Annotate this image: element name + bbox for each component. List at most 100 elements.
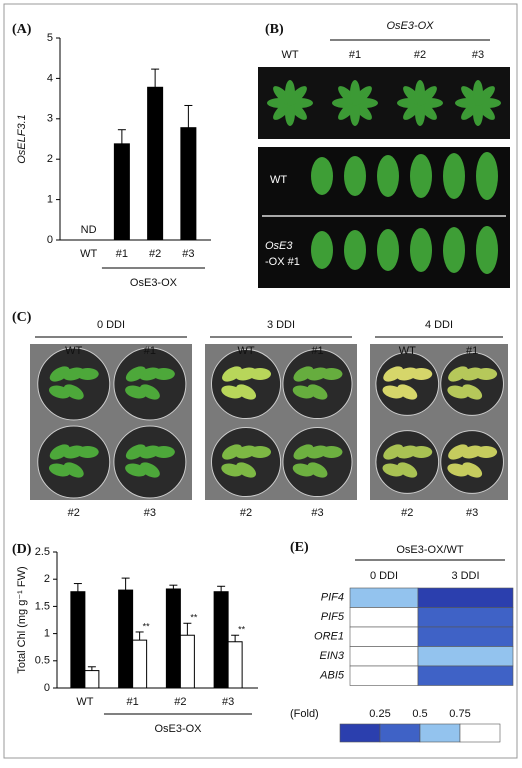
x-tick-label: #2 [174, 696, 186, 708]
well [210, 426, 282, 498]
well [375, 352, 440, 416]
leaf [320, 368, 343, 380]
group-label: OsE3-OX [130, 277, 178, 289]
colorbar-label: (Fold) [290, 708, 319, 720]
well [37, 425, 111, 499]
leaf [236, 462, 257, 478]
plate-label: #1 [466, 345, 478, 357]
leaf [76, 368, 99, 380]
leaf [152, 368, 175, 380]
leaf [377, 155, 399, 197]
leaf [377, 229, 399, 271]
leaf [236, 384, 257, 400]
bar [118, 589, 134, 689]
row-label: ABI5 [319, 670, 345, 682]
leaf [397, 384, 418, 400]
significance: ** [143, 621, 151, 631]
x-tick-label: #3 [182, 248, 194, 260]
bar [84, 670, 100, 689]
heatmap-cell [349, 665, 419, 686]
significance: ** [238, 625, 246, 635]
leaf [475, 446, 498, 458]
row-label: ORE1 [314, 631, 344, 643]
bar [180, 127, 197, 241]
well [113, 425, 187, 499]
x-tick-label: WT [80, 248, 97, 260]
photo-label: #1 [349, 49, 361, 61]
leaf [63, 384, 84, 400]
y-axis-label: Total Chl (mg g⁻¹ FW) [16, 566, 28, 673]
leaf [311, 231, 333, 269]
colorbar-tick-label: 0.75 [449, 708, 470, 720]
row-label: OsE3 [265, 240, 293, 252]
heatmap-cell [417, 646, 514, 667]
x-tick-label: #3 [222, 696, 234, 708]
leaf [476, 226, 498, 274]
well [113, 347, 187, 421]
y-axis-label: OsELF3.1 [16, 114, 28, 164]
well [37, 347, 111, 421]
y-tick-label: 0.5 [35, 655, 50, 667]
plate-title: 3 DDI [267, 319, 295, 331]
leaf [410, 228, 432, 272]
row-label: -OX #1 [265, 256, 300, 268]
plate-label: WT [399, 345, 416, 357]
y-tick-label: 5 [47, 32, 53, 44]
colorbar-box [459, 723, 501, 743]
leaf [462, 384, 483, 400]
well [375, 430, 440, 494]
plate-label: #2 [401, 507, 413, 519]
y-tick-label: 2 [44, 573, 50, 585]
y-tick-label: 0 [47, 234, 53, 246]
leaf [475, 368, 498, 380]
x-tick-label: WT [76, 696, 93, 708]
leaf [443, 153, 465, 199]
frame [3, 3, 518, 759]
well [440, 430, 504, 494]
leaf [344, 230, 366, 270]
panel-label: (C) [12, 310, 32, 325]
bar [165, 588, 181, 689]
rosette-leaf [352, 86, 372, 106]
leaf [307, 462, 328, 478]
leaf [249, 446, 272, 458]
heatmap-title: OsE3-OX/WT [396, 544, 464, 556]
heatmap-cell [417, 587, 514, 608]
column-label: 0 DDI [370, 570, 398, 582]
column-label: 3 DDI [451, 570, 479, 582]
heatmap-cell [349, 646, 419, 667]
leaf [320, 446, 343, 458]
y-tick-label: 3 [47, 113, 53, 125]
heatmap-cell [349, 626, 419, 647]
y-tick-label: 0 [44, 682, 50, 694]
row-label: PIF4 [321, 592, 344, 604]
photo-label: WT [281, 49, 298, 61]
rosette-leaf [287, 86, 307, 106]
group-label: OsE3-OX [386, 20, 434, 32]
leaf [410, 154, 432, 198]
row-label: WT [270, 174, 287, 186]
bar [70, 591, 86, 689]
panel-label: (E) [290, 540, 309, 555]
heatmap-cell [417, 607, 514, 628]
heatmap-cell [417, 626, 514, 647]
leaf [397, 462, 418, 478]
plate-label: #1 [311, 345, 323, 357]
y-tick-label: 1 [47, 194, 53, 206]
colorbar-box [379, 723, 421, 743]
plate-label: #3 [144, 507, 156, 519]
plate-label: #2 [240, 507, 252, 519]
rosette-leaf [475, 86, 495, 106]
leaf [410, 368, 433, 380]
photo-label: #2 [414, 49, 426, 61]
leaf [344, 156, 366, 196]
x-tick-label: #1 [127, 696, 139, 708]
leaf [76, 446, 99, 458]
colorbar-tick-label: 0.5 [412, 708, 427, 720]
leaf [152, 446, 175, 458]
leaf [249, 368, 272, 380]
bar [147, 86, 164, 241]
y-tick-label: 4 [47, 72, 53, 84]
panel-label: (D) [12, 542, 32, 557]
colorbar-box [339, 723, 381, 743]
